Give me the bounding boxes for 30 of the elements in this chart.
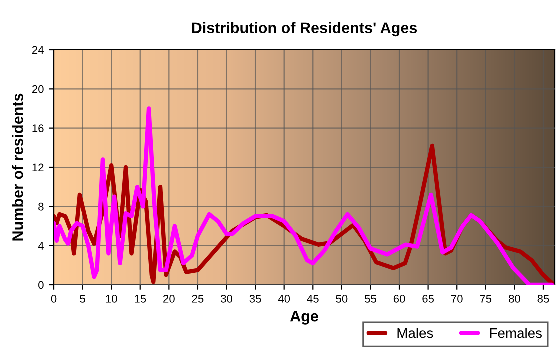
y-tick-label: 8 — [38, 202, 44, 211]
y-tick-label: 16 — [32, 124, 44, 132]
y-axis-title: Number of residents — [12, 94, 24, 241]
x-tick-label: 65 — [422, 295, 434, 303]
x-tick-label: 0 — [51, 295, 57, 303]
x-tick-label: 70 — [451, 295, 463, 303]
x-tick-label: 5 — [80, 295, 86, 303]
x-tick-label: 20 — [164, 295, 175, 303]
x-tick-label: 85 — [538, 295, 550, 303]
x-tick-label: 55 — [364, 295, 376, 303]
y-tick-label: 4 — [38, 242, 44, 250]
chart-title: Distribution of Residents' Ages — [192, 22, 418, 37]
y-tick-label: 0 — [38, 281, 44, 290]
x-tick-label: 50 — [336, 295, 348, 303]
x-tick-label: 80 — [508, 295, 520, 303]
legend-label: Males — [398, 328, 434, 338]
legend-label: Females — [490, 328, 542, 338]
x-tick-label: 75 — [480, 295, 492, 303]
x-tick-label: 40 — [278, 295, 290, 303]
x-tick-label: 60 — [394, 295, 406, 303]
x-axis-title: Age — [290, 311, 318, 325]
x-tick-label: 25 — [192, 295, 204, 303]
x-tick-label: 15 — [135, 295, 146, 303]
x-tick-label: 35 — [250, 295, 262, 303]
y-tick-label: 24 — [32, 46, 44, 54]
y-tick-label: 12 — [32, 164, 44, 172]
y-tick-label: 20 — [32, 85, 44, 94]
x-tick-label: 10 — [106, 295, 118, 303]
x-tick-label: 45 — [307, 295, 319, 303]
x-tick-label: 30 — [221, 295, 233, 303]
